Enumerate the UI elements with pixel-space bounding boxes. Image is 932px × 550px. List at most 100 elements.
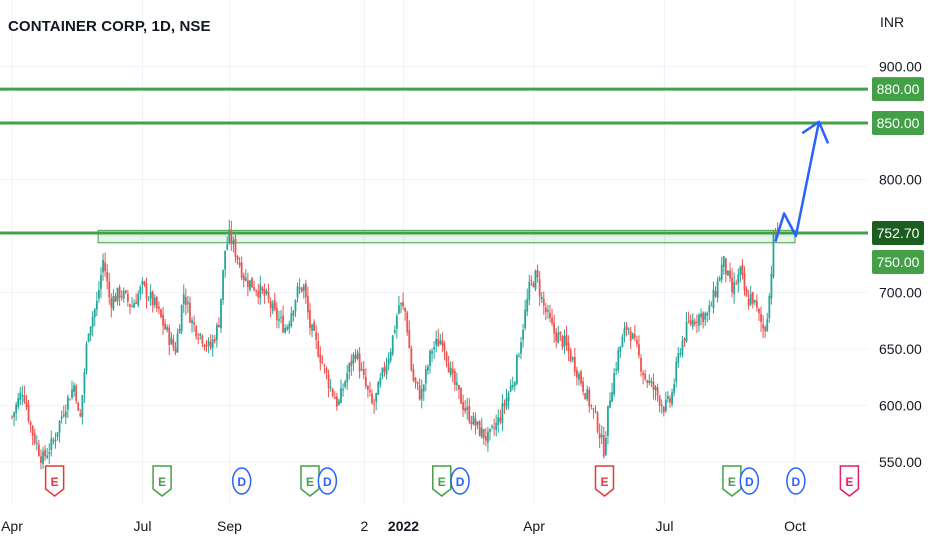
candle-body — [95, 301, 98, 310]
candle-body — [325, 368, 328, 374]
candle-body — [600, 434, 603, 438]
dividend-marker: D — [450, 467, 470, 495]
candle-body — [698, 314, 700, 326]
candle-body — [650, 381, 653, 383]
candle-body — [718, 278, 721, 282]
candle-body — [745, 289, 748, 297]
candle-body — [472, 415, 475, 425]
earnings-marker: E — [839, 465, 860, 497]
candle-body — [722, 256, 725, 268]
candle-body — [296, 286, 299, 298]
candle-body — [93, 309, 96, 317]
candle-body — [50, 438, 53, 451]
candle-body — [737, 274, 740, 284]
candle-body — [73, 385, 75, 392]
candle-body — [468, 405, 471, 422]
candle-body — [170, 337, 173, 345]
candle-body — [180, 305, 183, 332]
candle-body — [257, 290, 260, 298]
candle-body — [329, 386, 332, 389]
candle-body — [487, 431, 489, 443]
candle-body — [145, 283, 148, 299]
candle-body — [220, 298, 222, 329]
price-label-text: 752.70 — [877, 225, 920, 241]
candle-body — [575, 369, 578, 378]
candle-body — [379, 377, 382, 385]
candle-body — [230, 230, 233, 244]
candle-body — [369, 390, 371, 393]
y-tick-label: 550.00 — [879, 454, 922, 470]
candle-body — [445, 352, 448, 363]
candle-body — [348, 363, 351, 372]
candle-body — [590, 405, 593, 407]
earnings-flag-icon — [152, 465, 172, 497]
candle-body — [536, 269, 539, 278]
earnings-flag-icon — [839, 465, 860, 497]
candle-body — [644, 373, 647, 379]
candle-body — [503, 403, 506, 406]
candle-body — [205, 344, 208, 347]
candle-body — [460, 388, 462, 404]
candle-body — [282, 315, 284, 333]
candle-body — [184, 296, 187, 305]
candle-body — [398, 305, 400, 314]
candle-body — [451, 368, 454, 373]
candle-body — [652, 381, 655, 390]
candle-body — [33, 433, 36, 444]
candle-body — [344, 381, 347, 387]
candle-body — [364, 376, 367, 387]
candle-body — [520, 342, 522, 354]
candle-body — [646, 380, 649, 384]
x-tick-label: Apr — [1, 518, 23, 534]
candle-body — [309, 310, 311, 328]
candle-body — [466, 407, 469, 410]
candle-body — [118, 287, 121, 299]
dividend-letter: D — [456, 475, 465, 489]
earnings-letter: E — [600, 475, 608, 489]
candle-body — [129, 304, 131, 307]
candle-body — [414, 377, 417, 383]
candle-body — [604, 437, 607, 456]
candle-body — [549, 312, 551, 319]
dividend-letter: D — [792, 475, 801, 489]
candle-body — [298, 287, 301, 289]
candle-body — [689, 320, 692, 325]
earnings-flag-icon — [722, 465, 742, 497]
candle-body — [251, 277, 253, 288]
candle-body — [195, 326, 198, 337]
level-price-label: 850.00 — [872, 111, 924, 135]
x-tick-label: 2 — [360, 518, 368, 534]
earnings-letter: E — [51, 475, 59, 489]
price-label-box — [872, 111, 924, 135]
candle-body — [433, 346, 436, 350]
candle-body — [393, 330, 396, 333]
candle-body — [592, 408, 595, 410]
candle-body — [693, 321, 696, 325]
candle-body — [501, 403, 504, 424]
candle-body — [19, 392, 22, 401]
candle-body — [120, 296, 123, 298]
candle-body — [766, 318, 769, 332]
candle-body — [203, 344, 206, 347]
candle-body — [224, 250, 227, 270]
candle-body — [607, 405, 609, 436]
projection-arrow-head — [801, 120, 830, 144]
horizontal-levels — [0, 87, 868, 235]
candle-body — [493, 427, 496, 429]
candle-body — [640, 357, 642, 372]
candle-body — [52, 440, 55, 442]
candle-body — [89, 326, 92, 336]
candle-body — [489, 428, 491, 432]
candle-body — [371, 393, 373, 403]
candle-body — [480, 427, 483, 438]
dividend-letter: D — [323, 475, 332, 489]
candle-body — [35, 442, 38, 444]
candle-body — [547, 309, 549, 312]
candle-body — [518, 355, 520, 357]
candle-body — [439, 340, 442, 345]
price-labels: 880.00 850.00 752.70 750.00 — [872, 77, 924, 274]
candle-body — [213, 339, 216, 342]
candle-body — [255, 290, 258, 292]
candle-body — [234, 238, 237, 257]
